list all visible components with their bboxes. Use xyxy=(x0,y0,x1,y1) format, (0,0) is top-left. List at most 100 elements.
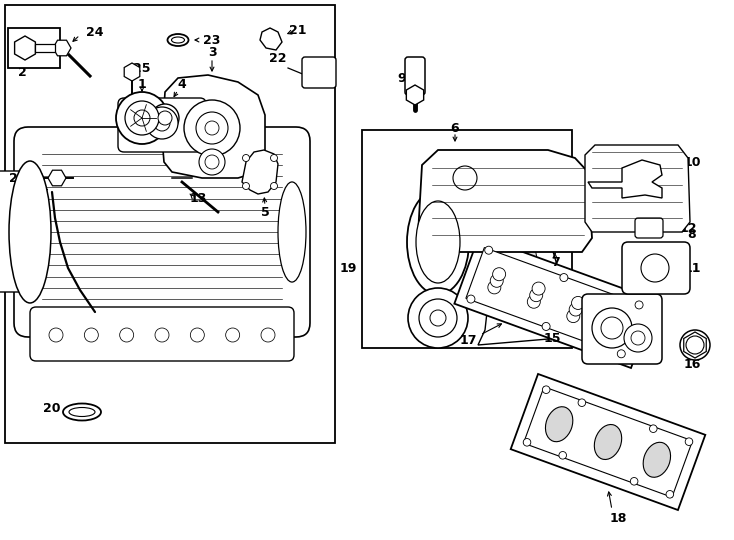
Circle shape xyxy=(532,282,545,295)
Circle shape xyxy=(146,107,178,139)
Circle shape xyxy=(560,274,568,281)
Circle shape xyxy=(527,295,540,308)
Text: 21: 21 xyxy=(289,24,307,37)
Circle shape xyxy=(635,301,643,309)
Polygon shape xyxy=(511,374,705,510)
Text: 2: 2 xyxy=(18,65,26,78)
Ellipse shape xyxy=(69,408,95,416)
Circle shape xyxy=(271,183,277,190)
Text: 20: 20 xyxy=(43,402,61,415)
Circle shape xyxy=(650,425,657,433)
Text: 7: 7 xyxy=(550,255,559,268)
Circle shape xyxy=(542,386,550,394)
Text: 18: 18 xyxy=(609,511,627,524)
Ellipse shape xyxy=(278,182,306,282)
Circle shape xyxy=(199,149,225,175)
Text: 24: 24 xyxy=(87,25,103,38)
Circle shape xyxy=(680,330,710,360)
Bar xyxy=(5,5,335,443)
Text: 14: 14 xyxy=(29,179,47,192)
Text: 15: 15 xyxy=(543,332,561,345)
Polygon shape xyxy=(523,387,692,497)
Text: 6: 6 xyxy=(451,122,459,134)
Circle shape xyxy=(443,156,487,200)
Ellipse shape xyxy=(643,442,671,477)
Circle shape xyxy=(567,309,580,322)
FancyBboxPatch shape xyxy=(635,218,663,238)
Circle shape xyxy=(419,299,457,337)
Circle shape xyxy=(686,438,693,446)
Circle shape xyxy=(242,183,250,190)
Text: 10: 10 xyxy=(683,156,701,168)
Circle shape xyxy=(154,115,170,131)
Bar xyxy=(8,28,60,68)
Circle shape xyxy=(608,318,622,330)
Text: 12: 12 xyxy=(679,221,697,234)
Ellipse shape xyxy=(9,161,51,303)
Circle shape xyxy=(686,336,704,354)
Circle shape xyxy=(430,310,446,326)
Circle shape xyxy=(559,451,567,459)
Text: 25: 25 xyxy=(134,62,150,75)
Ellipse shape xyxy=(545,407,573,442)
Ellipse shape xyxy=(416,201,460,283)
Circle shape xyxy=(569,303,582,316)
Circle shape xyxy=(242,154,250,161)
Circle shape xyxy=(190,328,204,342)
Text: 4: 4 xyxy=(178,78,186,91)
Bar xyxy=(362,130,572,348)
Circle shape xyxy=(151,104,179,132)
Circle shape xyxy=(116,92,168,144)
FancyBboxPatch shape xyxy=(622,242,690,294)
Circle shape xyxy=(158,111,172,125)
Text: 1: 1 xyxy=(138,78,146,91)
Circle shape xyxy=(271,154,277,161)
Polygon shape xyxy=(454,236,655,368)
Text: 22: 22 xyxy=(269,51,287,64)
Circle shape xyxy=(601,317,623,339)
Circle shape xyxy=(453,166,477,190)
Polygon shape xyxy=(418,150,592,252)
Circle shape xyxy=(120,328,134,342)
Text: 16: 16 xyxy=(683,359,701,372)
Circle shape xyxy=(530,289,542,302)
Circle shape xyxy=(225,328,240,342)
Circle shape xyxy=(134,110,150,126)
Circle shape xyxy=(125,101,159,135)
Ellipse shape xyxy=(63,403,101,421)
Circle shape xyxy=(84,328,98,342)
Circle shape xyxy=(205,121,219,135)
Circle shape xyxy=(196,112,228,144)
Circle shape xyxy=(666,490,674,498)
Circle shape xyxy=(631,331,645,345)
FancyBboxPatch shape xyxy=(302,57,336,88)
Circle shape xyxy=(261,328,275,342)
Polygon shape xyxy=(242,150,278,194)
Circle shape xyxy=(184,100,240,156)
Circle shape xyxy=(641,254,669,282)
Ellipse shape xyxy=(167,34,189,46)
Polygon shape xyxy=(505,232,542,285)
Circle shape xyxy=(542,322,550,330)
FancyBboxPatch shape xyxy=(405,57,425,95)
Circle shape xyxy=(493,268,506,281)
FancyBboxPatch shape xyxy=(14,127,310,337)
FancyBboxPatch shape xyxy=(0,171,43,292)
Circle shape xyxy=(611,311,624,324)
Polygon shape xyxy=(162,75,265,178)
Circle shape xyxy=(484,246,493,254)
Ellipse shape xyxy=(595,424,622,460)
Text: 8: 8 xyxy=(688,228,697,241)
Text: 3: 3 xyxy=(208,45,217,58)
FancyBboxPatch shape xyxy=(30,307,294,361)
Ellipse shape xyxy=(172,37,184,43)
Polygon shape xyxy=(466,152,565,345)
Circle shape xyxy=(49,328,63,342)
FancyBboxPatch shape xyxy=(35,44,55,52)
Circle shape xyxy=(488,281,501,294)
Circle shape xyxy=(592,308,632,348)
Polygon shape xyxy=(588,160,662,198)
Circle shape xyxy=(467,295,475,303)
Circle shape xyxy=(606,324,619,337)
Circle shape xyxy=(408,288,468,348)
